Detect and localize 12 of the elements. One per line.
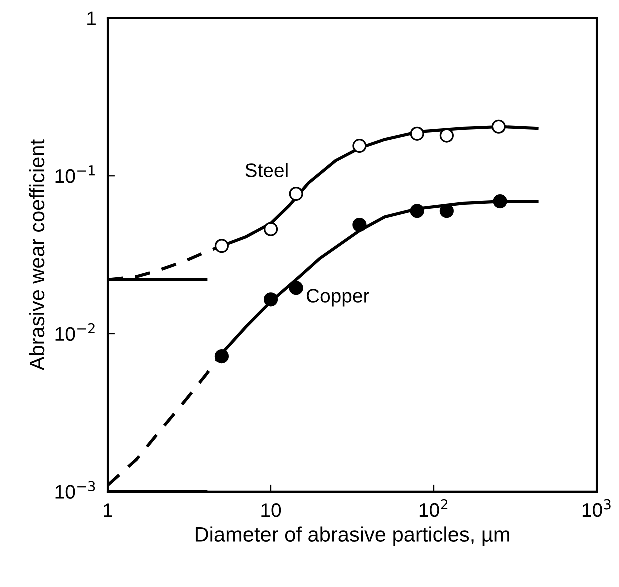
y-tick-label: 10$^{−3}$	[56, 481, 96, 499]
x-axis-title: Diameter of abrasive particles, µm	[196, 526, 510, 546]
y-tick-label: 10$^{−1}$	[56, 166, 95, 184]
x-tick-label: 1	[104, 504, 112, 518]
y-axis-title: Abrasive wear coefficient	[29, 140, 45, 371]
y-tick-label: 1	[88, 12, 96, 26]
annotation: Copper	[306, 289, 370, 307]
x-tick-label: 10	[262, 504, 282, 518]
x-tick-label: 10$^{2}$	[420, 499, 448, 518]
y-tick-label: 10$^{−2}$	[56, 323, 95, 342]
x-tick-label: 10$^{3}$	[582, 499, 611, 518]
annotation: Steel	[246, 163, 288, 178]
